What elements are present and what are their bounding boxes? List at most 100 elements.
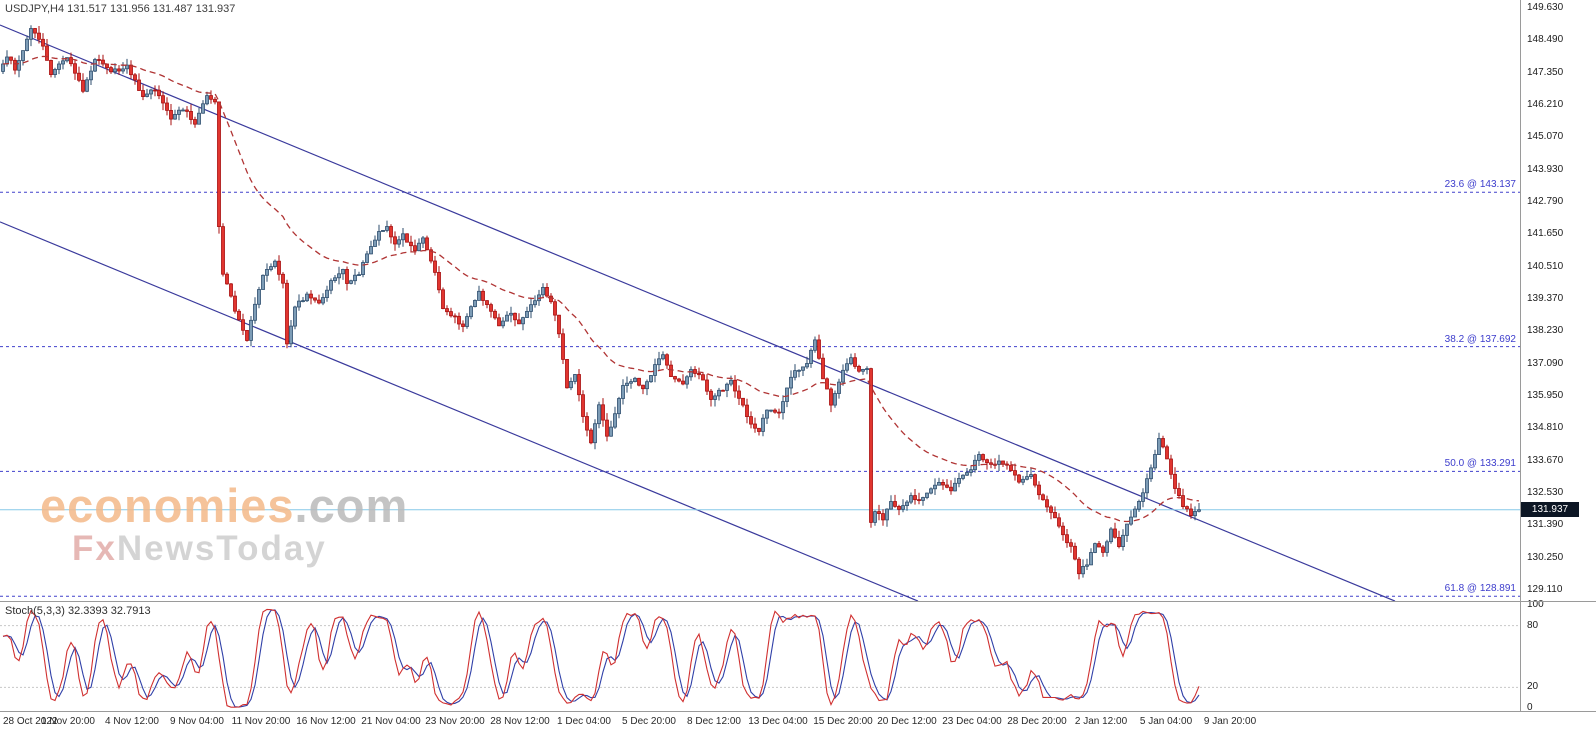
candle-body <box>661 354 665 360</box>
candle-body <box>761 417 765 432</box>
candle-body <box>441 289 445 309</box>
candle-body <box>305 293 309 302</box>
candle-body <box>1093 543 1097 553</box>
candle-body <box>701 374 705 381</box>
candle-body <box>293 306 297 327</box>
candle-body <box>1185 506 1189 510</box>
candle-body <box>1009 464 1013 472</box>
candle-body <box>1121 534 1125 547</box>
candle-body <box>797 369 801 372</box>
candle-body <box>1037 484 1041 496</box>
candle-body <box>1113 528 1117 538</box>
main-chart[interactable] <box>0 0 1521 601</box>
stoch-signal-line <box>2 609 1200 708</box>
time-axis-label: 28 Dec 20:00 <box>1007 716 1067 727</box>
candle-body <box>413 245 417 252</box>
candle-body <box>1033 474 1037 486</box>
candle-body <box>749 416 753 425</box>
candle-body <box>1081 566 1085 575</box>
time-axis-label: 8 Dec 12:00 <box>687 716 741 727</box>
candle-body <box>145 93 149 97</box>
candle-body <box>233 295 237 312</box>
time-axis-label: 1 Dec 04:00 <box>557 716 611 727</box>
main-chart-area[interactable]: economies.com FxNewsToday USDJPY,H4 131.… <box>0 0 1521 601</box>
candle-body <box>709 390 713 400</box>
candle-body <box>529 304 533 312</box>
candle-body <box>837 381 841 394</box>
candle-body <box>581 394 585 417</box>
candle-body <box>425 237 429 251</box>
moving-average-line[interactable] <box>2 55 1200 523</box>
candle-body <box>789 376 793 389</box>
time-axis-label: 5 Jan 04:00 <box>1139 716 1193 727</box>
candle-body <box>505 314 509 322</box>
watermark-brand-suffix: .com <box>294 479 409 532</box>
candle-body <box>45 45 49 61</box>
candle-body <box>649 375 653 383</box>
candle-body <box>397 239 401 245</box>
channel-trendline[interactable] <box>0 24 1396 601</box>
candle-body <box>485 300 489 306</box>
candle-body <box>53 69 57 76</box>
candle-body <box>365 253 369 263</box>
fib-label[interactable]: 38.2 @ 137.692 <box>1444 334 1516 345</box>
candle-body <box>665 354 669 366</box>
candle-body <box>1153 454 1157 469</box>
price-axis-label: 143.930 <box>1527 164 1564 175</box>
candle-body <box>1189 508 1193 516</box>
stoch-panel[interactable] <box>0 602 1521 711</box>
price-axis-label: 141.650 <box>1527 228 1564 239</box>
candle-body <box>677 378 681 382</box>
candle-body <box>961 474 965 479</box>
time-axis[interactable]: 28 Oct 2022 1 Nov 20:00 4 Nov 12:00 9 Nov 0… <box>0 712 1596 743</box>
candle-body <box>473 299 477 307</box>
price-axis-label: 142.790 <box>1527 196 1564 207</box>
fib-label[interactable]: 61.8 @ 128.891 <box>1444 583 1516 594</box>
candle-body <box>829 388 833 406</box>
candle-body <box>9 56 13 61</box>
candle-body <box>913 495 917 501</box>
candle-body <box>729 379 733 385</box>
candle-body <box>765 409 769 419</box>
price-axis-label: 137.090 <box>1527 358 1564 369</box>
time-axis-label: 11 Nov 20:00 <box>231 716 291 727</box>
candle-body <box>273 260 277 268</box>
candle-body <box>905 501 909 507</box>
candle-body <box>493 310 497 319</box>
candle-body <box>21 50 25 61</box>
candle-body <box>937 481 941 486</box>
watermark-tagline: FxNewsToday <box>40 530 408 568</box>
watermark-brand: economies.com <box>40 482 408 530</box>
candle-body <box>877 511 881 515</box>
candle-body <box>513 312 517 321</box>
fib-label[interactable]: 50.0 @ 133.291 <box>1444 458 1516 469</box>
candle-body <box>613 413 617 428</box>
candle-body <box>133 74 137 81</box>
price-axis-separator <box>1520 0 1521 712</box>
stoch-values: 32.3393 32.7913 <box>67 605 151 617</box>
candle-body <box>501 320 505 327</box>
price-axis-label: 131.390 <box>1527 519 1564 530</box>
candle-body <box>1149 467 1153 480</box>
candle-body <box>301 300 305 303</box>
candle-body <box>1061 525 1065 536</box>
candle-body <box>969 469 973 473</box>
candle-body <box>497 317 501 327</box>
candle-body <box>33 28 37 34</box>
stoch-chart[interactable] <box>0 602 1521 711</box>
channel-trendline[interactable] <box>0 221 919 601</box>
candle-body <box>149 89 153 95</box>
candle-body <box>85 79 89 92</box>
candle-body <box>465 316 469 327</box>
price-axis-label: 147.350 <box>1527 67 1564 78</box>
time-axis-label: 20 Dec 12:00 <box>877 716 937 727</box>
candle-body <box>777 411 781 414</box>
candle-body <box>1181 495 1185 508</box>
candle-body <box>933 484 937 490</box>
candle-body <box>1117 537 1121 548</box>
candle-body <box>853 357 857 367</box>
candle-body <box>601 404 605 421</box>
price-axis[interactable]: 149.630 148.490 147.350 146.210 145.070 143.9… <box>1521 0 1596 713</box>
fib-label[interactable]: 23.6 @ 143.137 <box>1444 179 1516 190</box>
candle-body <box>561 333 565 360</box>
